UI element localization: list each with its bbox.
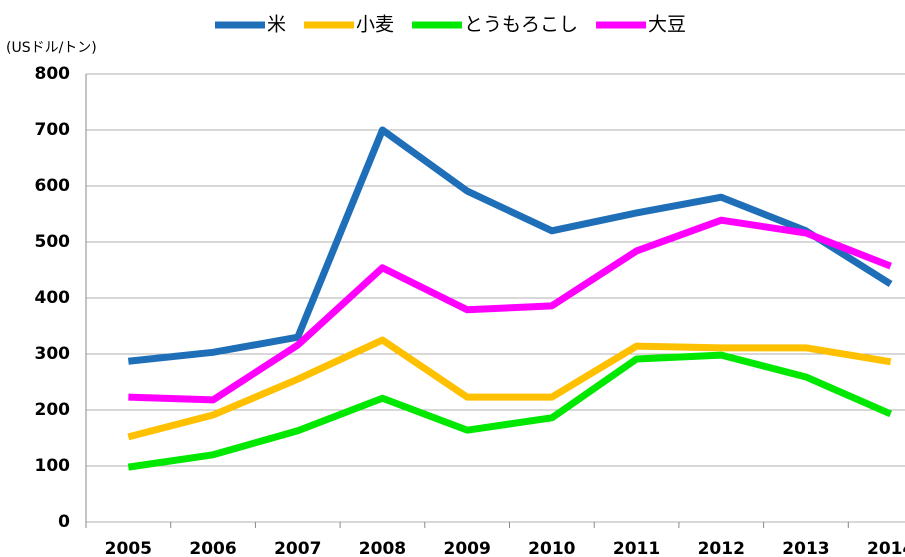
y-axis-label: (USドル/トン) (6, 40, 97, 56)
legend-label: 米 (267, 14, 286, 36)
series-line (127, 336, 892, 441)
x-tick-label: 2013 (782, 539, 829, 557)
x-tick-label: 2014 (867, 539, 905, 557)
y-tick-label: 100 (35, 456, 71, 476)
y-tick-label: 600 (35, 176, 71, 196)
x-tick-label: 2011 (613, 539, 660, 557)
x-tick-label: 2012 (698, 539, 745, 557)
series-line (128, 216, 892, 404)
y-tick-label: 300 (35, 344, 71, 364)
x-tick-label: 2010 (528, 539, 575, 557)
x-tick-label: 2005 (105, 539, 152, 557)
y-tick-label: 400 (35, 288, 71, 308)
y-tick-label: 0 (58, 512, 70, 532)
x-tick-label: 2008 (359, 539, 406, 557)
x-tick-label: 2006 (189, 539, 236, 557)
y-tick-label: 700 (35, 120, 71, 140)
y-tick-label: 800 (35, 64, 71, 84)
legend-label: 小麦 (356, 14, 394, 36)
legend-label: とうもろこし (464, 14, 578, 36)
legend-label: 大豆 (648, 14, 686, 36)
x-tick-label: 2007 (274, 539, 321, 557)
x-tick-label: 2009 (443, 539, 490, 557)
series-line (127, 351, 893, 471)
y-tick-label: 500 (35, 232, 71, 252)
series-line (127, 126, 893, 365)
y-tick-label: 200 (35, 400, 71, 420)
